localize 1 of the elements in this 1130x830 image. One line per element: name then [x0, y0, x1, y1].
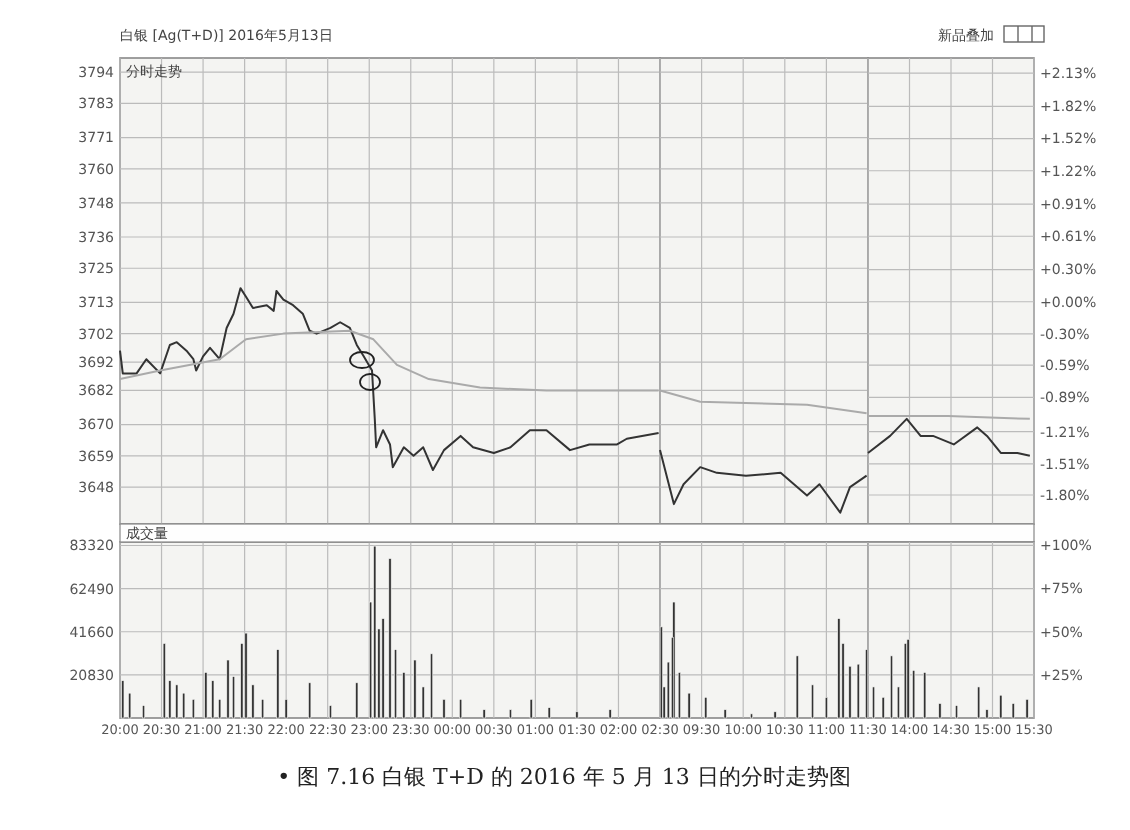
text: • 图 7.16 白银 T+D 的 2016 年 5 月 13 日的分时走势图: [277, 764, 851, 790]
